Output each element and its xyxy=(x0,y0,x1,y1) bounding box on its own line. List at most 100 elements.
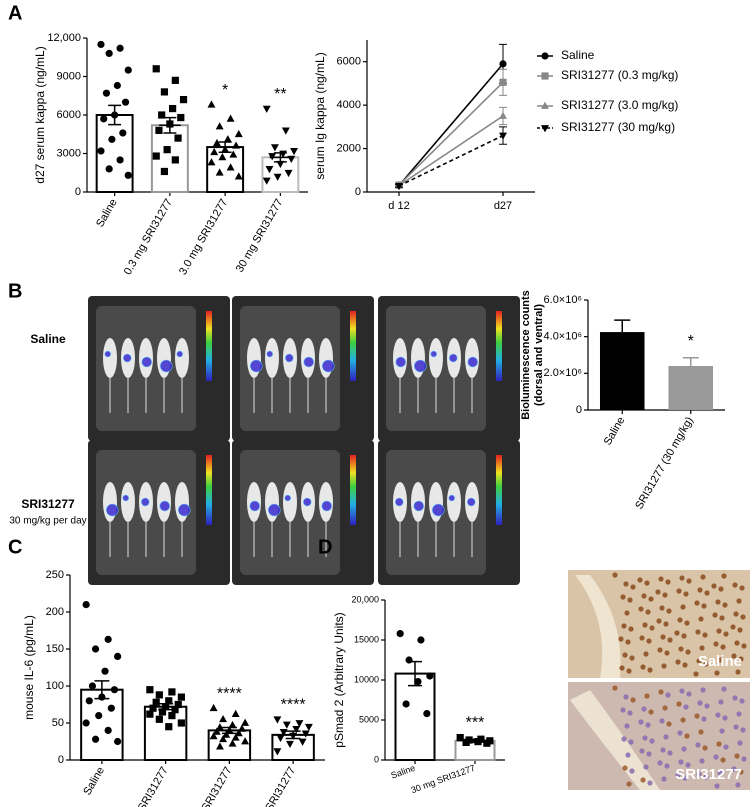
tissue xyxy=(570,690,660,790)
cell xyxy=(737,627,743,633)
marker xyxy=(85,697,93,705)
cell xyxy=(646,638,652,644)
marker xyxy=(298,738,307,746)
cell xyxy=(640,777,646,783)
y-tick-label: 5000 xyxy=(359,714,379,724)
marker xyxy=(225,726,234,734)
y-tick-label: 250 xyxy=(46,569,64,581)
marker xyxy=(163,146,171,154)
signal xyxy=(467,356,479,368)
cell xyxy=(629,655,635,661)
y-tick-label: 200 xyxy=(46,606,64,618)
cell xyxy=(639,748,645,754)
cell xyxy=(738,769,744,775)
marker xyxy=(91,735,100,743)
marker xyxy=(231,733,240,741)
cell xyxy=(675,659,681,665)
marker xyxy=(405,656,413,664)
tissue xyxy=(575,575,621,678)
cell xyxy=(682,662,688,668)
cell xyxy=(720,644,726,650)
marker xyxy=(215,122,224,130)
mouse xyxy=(283,482,297,522)
marker xyxy=(276,160,285,169)
marker xyxy=(209,732,218,740)
bar xyxy=(394,672,436,761)
cell xyxy=(699,645,705,651)
color-bar xyxy=(496,311,502,381)
cell xyxy=(702,745,708,751)
marker xyxy=(97,147,105,155)
cell xyxy=(681,746,687,752)
cell xyxy=(723,631,729,637)
cell xyxy=(679,688,685,694)
significance: *** xyxy=(466,714,485,731)
cell xyxy=(666,721,672,727)
cell xyxy=(625,639,631,645)
y-tick-label: 3000 xyxy=(57,147,81,159)
cell xyxy=(714,783,720,789)
marker xyxy=(101,667,109,675)
cell xyxy=(713,754,719,760)
marker xyxy=(282,721,291,729)
x-tick-label: 30 mg SRI31277 xyxy=(247,765,299,807)
mouse xyxy=(175,482,189,522)
cell xyxy=(719,615,725,621)
signal xyxy=(448,494,456,502)
cell xyxy=(700,687,706,693)
cell xyxy=(734,753,740,759)
marker xyxy=(174,134,182,142)
marker xyxy=(152,65,160,73)
cell xyxy=(659,718,665,724)
signal xyxy=(249,359,263,373)
y-tick-label: 0 xyxy=(355,186,361,198)
signal xyxy=(284,353,294,363)
marker xyxy=(284,169,293,178)
marker xyxy=(212,727,221,735)
marker xyxy=(207,158,216,166)
marker xyxy=(304,723,313,732)
panel-label: A xyxy=(8,2,22,24)
cell xyxy=(648,709,654,715)
cell xyxy=(637,577,643,583)
cell xyxy=(663,734,669,740)
x-tick-label: d 12 xyxy=(388,200,409,212)
x-tick-label: Saline xyxy=(602,415,628,447)
marker xyxy=(152,152,160,160)
marker xyxy=(116,156,124,164)
cell xyxy=(678,759,684,765)
cell xyxy=(640,664,646,670)
cell xyxy=(662,592,668,598)
y-axis-label: Bioluminescence counts xyxy=(520,290,532,420)
significance: **** xyxy=(281,697,306,714)
marker xyxy=(102,89,111,97)
cell xyxy=(716,741,722,747)
color-bar xyxy=(350,455,356,525)
significance: * xyxy=(222,82,228,99)
signal xyxy=(321,359,335,373)
cell xyxy=(647,780,653,786)
cell xyxy=(660,634,666,640)
cell xyxy=(642,622,648,628)
marker xyxy=(104,726,112,735)
legend-label: SRI31277 (30 mg/kg) xyxy=(561,120,675,134)
marker xyxy=(114,652,122,661)
cell xyxy=(719,728,725,734)
x-tick-label: Saline xyxy=(81,765,107,797)
cell xyxy=(629,768,635,774)
mouse xyxy=(265,482,279,522)
signal xyxy=(284,494,292,502)
cell xyxy=(735,782,741,788)
cell xyxy=(737,740,743,746)
marker xyxy=(119,129,127,137)
cell xyxy=(658,689,664,695)
cell xyxy=(712,612,718,618)
cell xyxy=(659,605,665,611)
y-tick-label: 2000 xyxy=(337,142,361,154)
cell xyxy=(630,584,636,590)
cell xyxy=(627,597,633,603)
y-tick-label: 0 xyxy=(58,754,64,766)
y-tick-label: 0 xyxy=(374,754,379,764)
marker xyxy=(121,98,130,106)
marker xyxy=(82,719,90,727)
